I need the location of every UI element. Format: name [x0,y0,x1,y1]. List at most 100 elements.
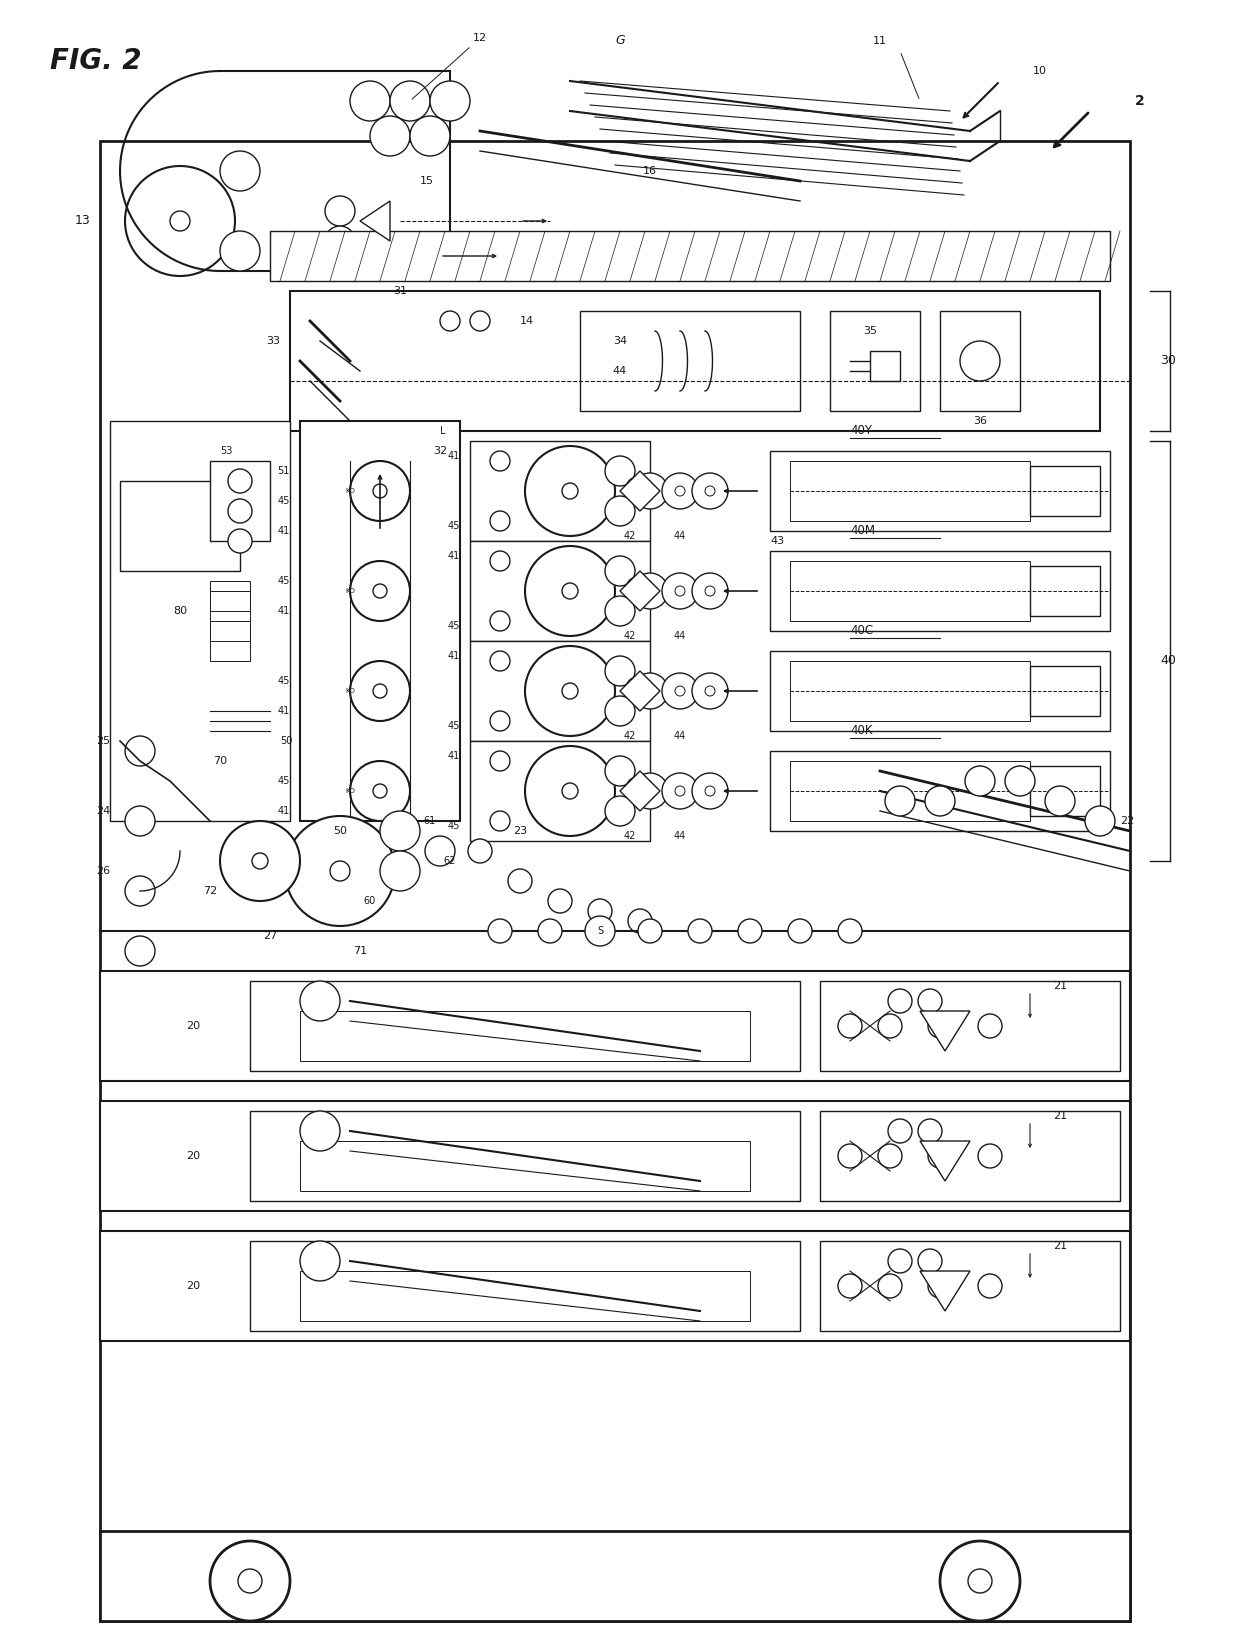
Circle shape [562,583,578,600]
Bar [290,291,1100,431]
Bar [790,461,1030,520]
Circle shape [692,672,728,709]
Circle shape [562,482,578,499]
Circle shape [645,686,655,695]
Text: 25: 25 [95,737,110,747]
Text: L: L [440,426,445,436]
Text: 12: 12 [412,33,487,99]
Circle shape [325,226,355,256]
Bar [100,1231,1130,1341]
Circle shape [605,757,635,786]
Circle shape [430,81,470,121]
Text: 41: 41 [278,525,290,535]
Text: 21: 21 [1053,1241,1068,1251]
Circle shape [605,596,635,626]
Polygon shape [920,1270,970,1312]
Text: 45: 45 [278,676,290,686]
Bar [790,562,1030,621]
Circle shape [692,573,728,610]
Text: 27: 27 [263,932,277,942]
Text: 31: 31 [393,286,407,296]
Bar [820,1112,1120,1201]
Circle shape [585,915,615,947]
Circle shape [490,552,510,572]
Circle shape [838,1143,862,1168]
Circle shape [706,686,715,695]
Bar [270,231,1110,281]
Text: 36: 36 [973,416,987,426]
Circle shape [410,116,450,155]
Bar [830,311,920,411]
Circle shape [538,919,562,943]
Circle shape [918,990,942,1013]
Circle shape [645,486,655,496]
Circle shape [878,1143,901,1168]
Text: 60: 60 [363,895,376,905]
Bar [870,350,900,382]
Circle shape [373,785,387,798]
Text: 45: 45 [278,496,290,506]
Bar [210,461,270,540]
Circle shape [210,1541,290,1621]
Bar [110,421,290,821]
Circle shape [508,869,532,894]
Text: 61: 61 [424,816,436,826]
Circle shape [370,116,410,155]
Polygon shape [620,671,660,710]
Text: 21: 21 [1053,1112,1068,1122]
Circle shape [373,585,387,598]
Circle shape [125,1006,155,1036]
Text: 30: 30 [1159,355,1176,367]
Circle shape [918,1249,942,1274]
Circle shape [525,646,615,737]
Text: 2: 2 [1135,94,1145,107]
Text: 41: 41 [448,552,460,562]
Circle shape [350,562,410,621]
Circle shape [219,231,260,271]
Text: 43: 43 [770,535,784,547]
Text: 72: 72 [203,885,217,895]
Circle shape [662,672,698,709]
Circle shape [885,786,915,816]
Text: 22: 22 [1120,816,1135,826]
Circle shape [787,919,812,943]
Circle shape [391,81,430,121]
Bar [1030,466,1100,515]
Bar [790,661,1030,720]
Text: 42: 42 [624,631,636,641]
Circle shape [625,577,655,606]
Text: 33: 33 [267,335,280,345]
Text: 50: 50 [334,826,347,836]
Text: 44: 44 [613,367,627,377]
Bar [210,621,250,641]
Text: 41: 41 [448,451,460,461]
Text: 51: 51 [278,466,290,476]
Text: KΟ: KΟ [345,588,355,595]
Bar [770,552,1110,631]
Circle shape [925,786,955,816]
Circle shape [675,686,684,695]
Circle shape [928,1014,952,1037]
Text: 32: 32 [433,446,448,456]
Polygon shape [920,1011,970,1051]
Circle shape [562,783,578,800]
Bar [470,742,650,841]
Circle shape [605,557,635,586]
Circle shape [639,919,662,943]
Text: 71: 71 [353,947,367,957]
Circle shape [525,747,615,836]
Circle shape [627,909,652,933]
Text: 44: 44 [673,530,686,540]
Circle shape [350,461,410,520]
Circle shape [675,586,684,596]
Text: 45: 45 [448,621,460,631]
Text: G: G [615,35,625,48]
Circle shape [490,451,510,471]
Circle shape [219,150,260,192]
Circle shape [878,1274,901,1298]
Text: 45: 45 [448,720,460,730]
Text: 24: 24 [95,806,110,816]
Circle shape [675,486,684,496]
Circle shape [978,1274,1002,1298]
Text: 53: 53 [219,446,232,456]
